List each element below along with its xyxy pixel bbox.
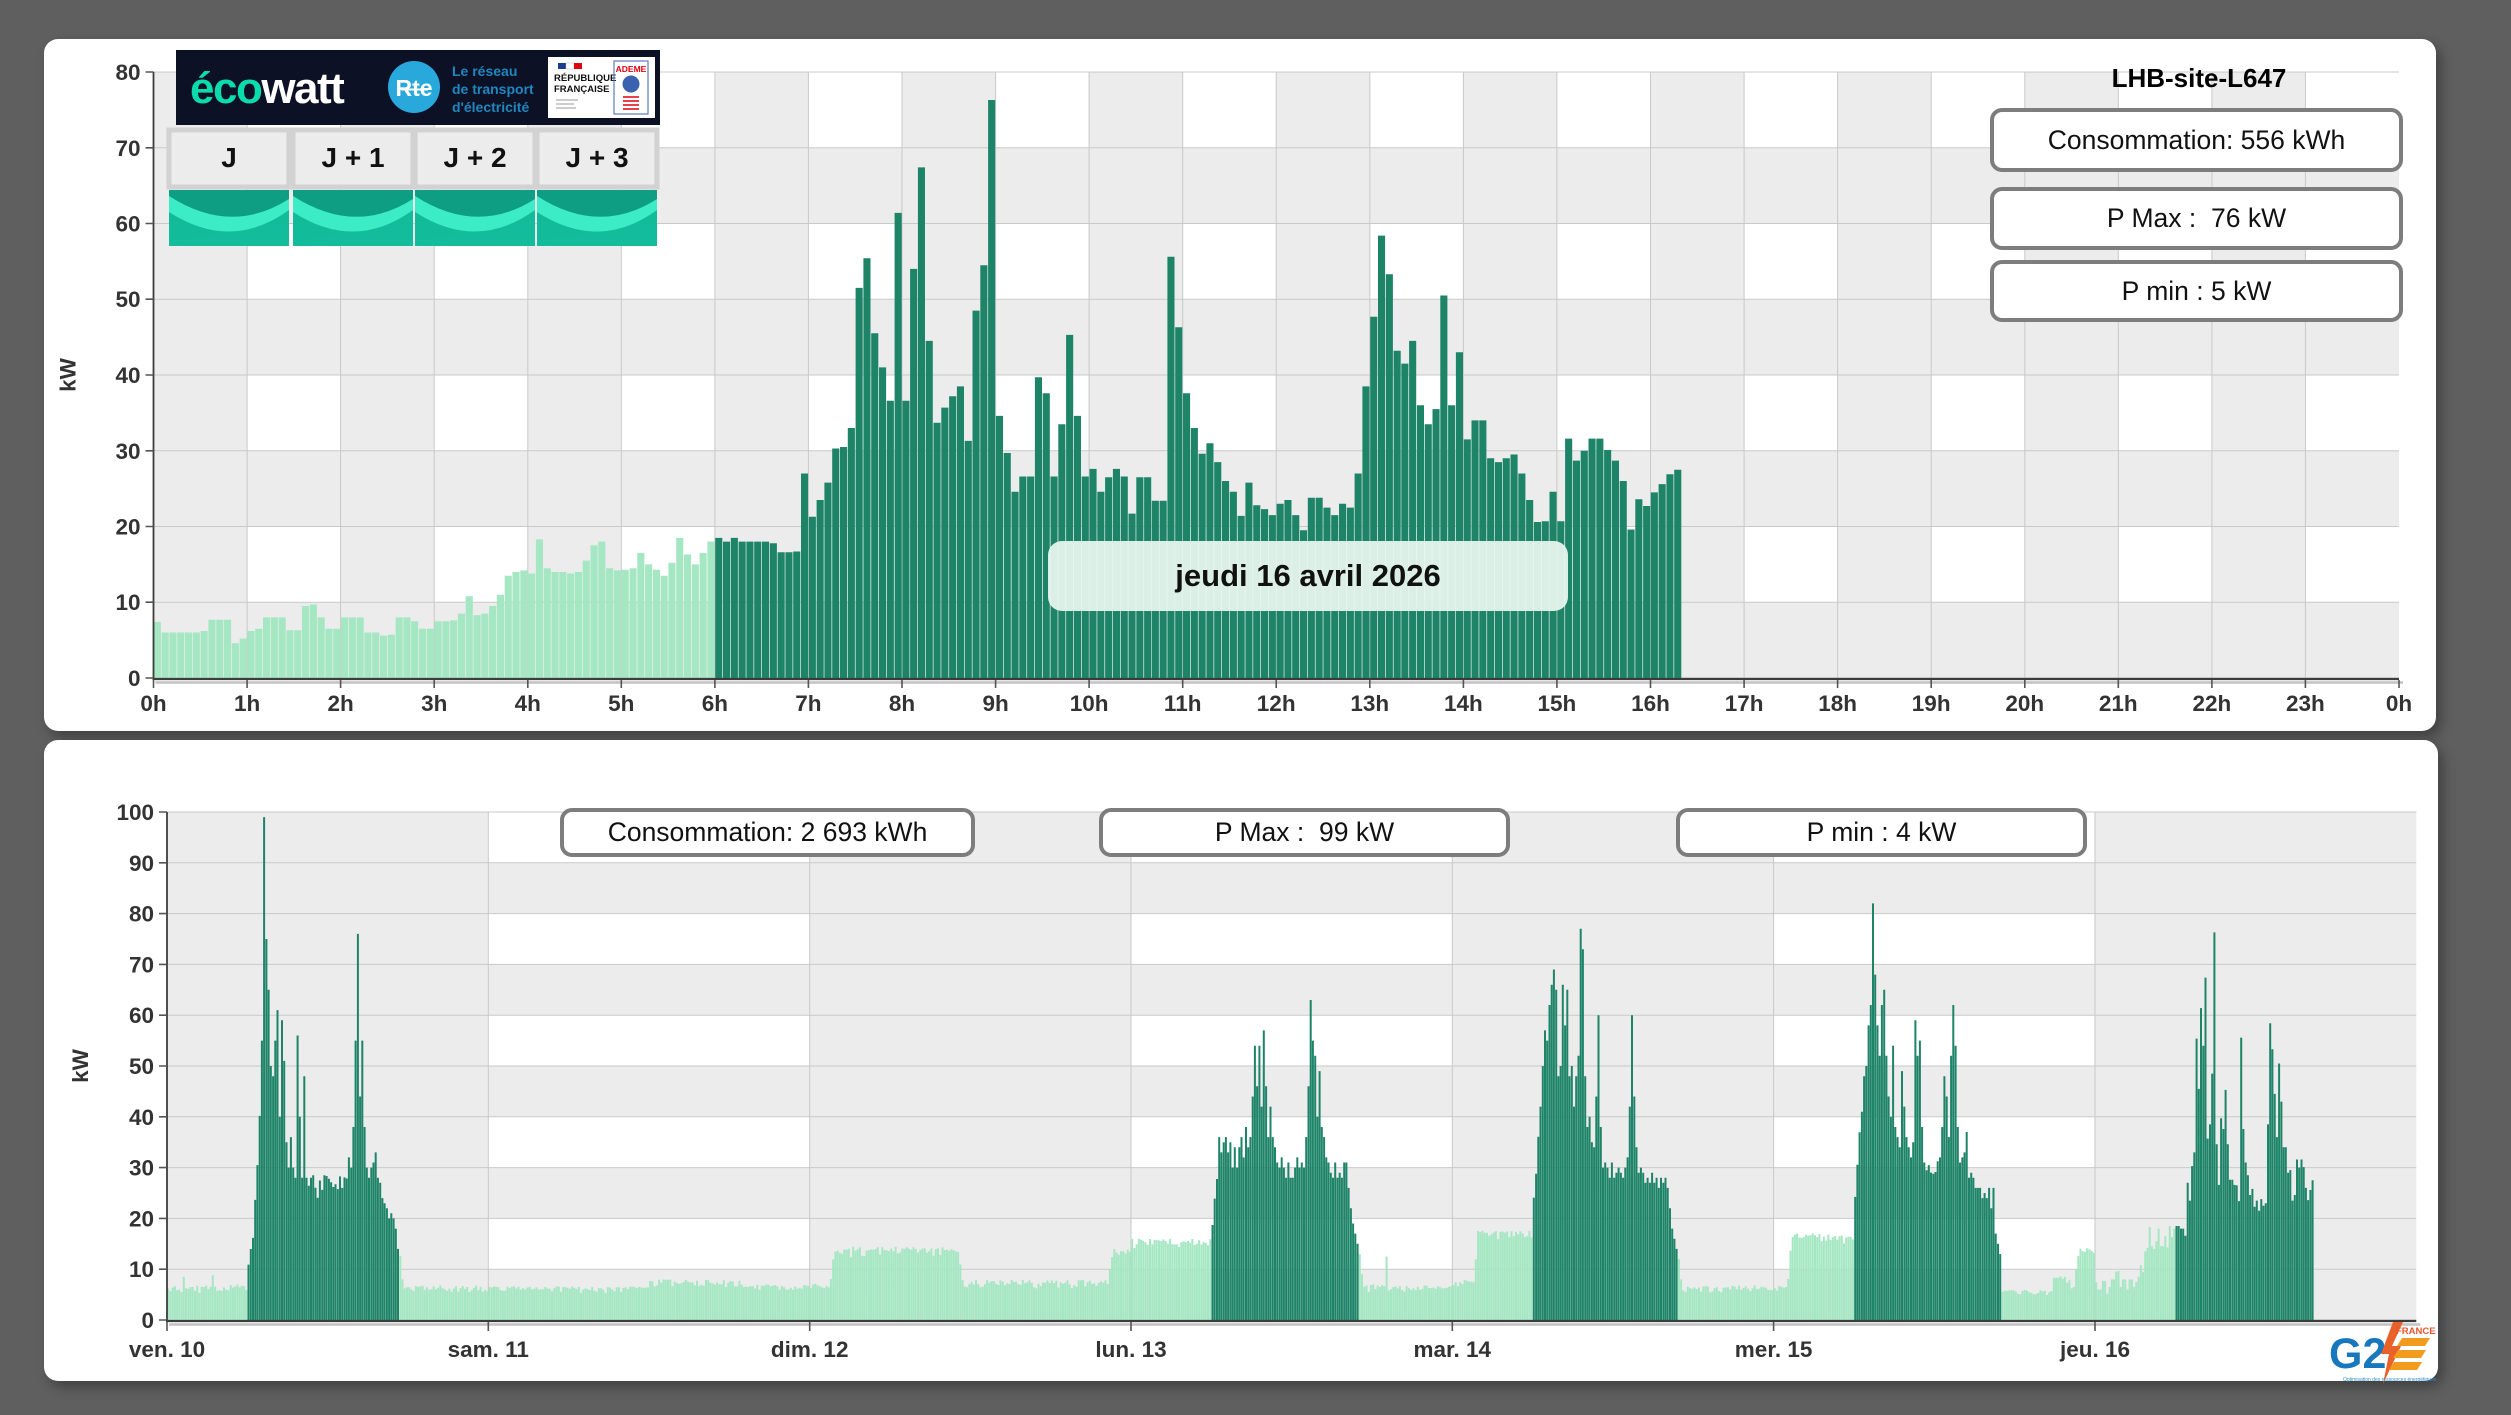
svg-text:0: 0 xyxy=(141,1308,154,1333)
svg-text:Le réseau: Le réseau xyxy=(452,63,517,79)
svg-text:J + 1: J + 1 xyxy=(321,142,384,173)
svg-text:kW: kW xyxy=(56,357,81,392)
svg-text:RÉPUBLIQUE: RÉPUBLIQUE xyxy=(554,73,616,84)
svg-text:50: 50 xyxy=(115,287,140,312)
svg-text:6h: 6h xyxy=(702,691,728,716)
svg-text:sam. 11: sam. 11 xyxy=(448,1337,529,1362)
svg-text:jeudi 16 avril 2026: jeudi 16 avril 2026 xyxy=(1174,558,1440,593)
svg-text:22h: 22h xyxy=(2193,691,2232,716)
svg-text:dim. 12: dim. 12 xyxy=(771,1337,849,1362)
svg-text:0h: 0h xyxy=(140,691,166,716)
svg-text:8h: 8h xyxy=(889,691,915,716)
svg-text:1h: 1h xyxy=(234,691,260,716)
svg-text:18h: 18h xyxy=(1818,691,1857,716)
svg-text:FRANCE: FRANCE xyxy=(2396,1326,2436,1337)
svg-text:lun. 13: lun. 13 xyxy=(1095,1337,1166,1362)
svg-text:12h: 12h xyxy=(1257,691,1296,716)
svg-text:2h: 2h xyxy=(327,691,353,716)
svg-text:jeu. 16: jeu. 16 xyxy=(2059,1337,2130,1362)
svg-text:30: 30 xyxy=(129,1156,154,1181)
svg-text:60: 60 xyxy=(129,1003,154,1028)
svg-text:7h: 7h xyxy=(795,691,821,716)
svg-text:kW: kW xyxy=(68,1048,93,1083)
svg-text:écowatt: écowatt xyxy=(190,64,345,113)
svg-text:ven. 10: ven. 10 xyxy=(129,1337,205,1362)
svg-text:100: 100 xyxy=(116,800,154,825)
svg-text:0: 0 xyxy=(128,666,141,691)
svg-text:40: 40 xyxy=(129,1105,154,1130)
svg-text:14h: 14h xyxy=(1444,691,1483,716)
svg-text:G2: G2 xyxy=(2329,1330,2386,1378)
svg-text:20: 20 xyxy=(115,515,140,540)
svg-text:J + 2: J + 2 xyxy=(443,142,506,173)
svg-text:15h: 15h xyxy=(1538,691,1577,716)
svg-text:10h: 10h xyxy=(1070,691,1109,716)
svg-text:d'électricité: d'électricité xyxy=(452,99,529,115)
svg-text:30: 30 xyxy=(115,439,140,464)
svg-text:16h: 16h xyxy=(1631,691,1670,716)
svg-text:de transport: de transport xyxy=(452,81,534,97)
svg-text:19h: 19h xyxy=(1912,691,1951,716)
svg-text:13h: 13h xyxy=(1350,691,1389,716)
svg-text:70: 70 xyxy=(115,136,140,161)
svg-text:5h: 5h xyxy=(608,691,634,716)
svg-text:10: 10 xyxy=(115,590,140,615)
svg-text:20: 20 xyxy=(129,1206,154,1231)
svg-text:4h: 4h xyxy=(515,691,541,716)
svg-text:21h: 21h xyxy=(2099,691,2138,716)
svg-text:mer. 15: mer. 15 xyxy=(1735,1337,1813,1362)
svg-text:90: 90 xyxy=(129,851,154,876)
svg-text:10: 10 xyxy=(129,1257,154,1282)
svg-text:FRANÇAISE: FRANÇAISE xyxy=(554,84,609,95)
svg-text:23h: 23h xyxy=(2286,691,2325,716)
svg-text:Rte: Rte xyxy=(395,75,432,101)
svg-text:J: J xyxy=(221,142,237,173)
svg-text:9h: 9h xyxy=(982,691,1008,716)
svg-text:60: 60 xyxy=(115,212,140,237)
svg-text:80: 80 xyxy=(115,60,140,85)
svg-text:80: 80 xyxy=(129,902,154,927)
svg-text:20h: 20h xyxy=(2005,691,2044,716)
svg-text:Optimisation des ressources én: Optimisation des ressources énergétiques xyxy=(2343,1377,2437,1383)
svg-text:0h: 0h xyxy=(2386,691,2412,716)
svg-text:ADEME: ADEME xyxy=(616,64,647,74)
svg-text:J + 3: J + 3 xyxy=(565,142,628,173)
svg-text:3h: 3h xyxy=(421,691,447,716)
svg-text:70: 70 xyxy=(129,952,154,977)
svg-text:40: 40 xyxy=(115,363,140,388)
svg-text:mar. 14: mar. 14 xyxy=(1414,1337,1492,1362)
svg-text:50: 50 xyxy=(129,1054,154,1079)
svg-text:11h: 11h xyxy=(1164,691,1202,716)
svg-text:17h: 17h xyxy=(1725,691,1764,716)
